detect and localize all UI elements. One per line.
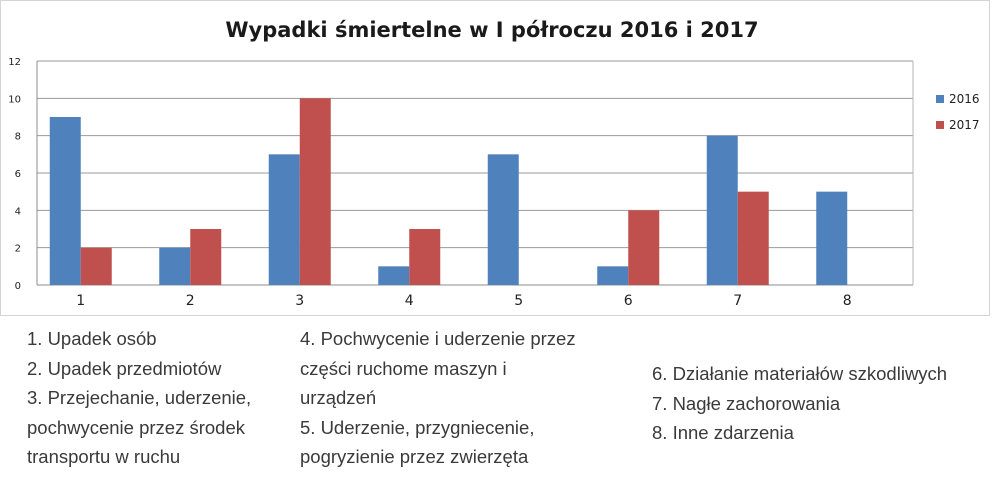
y-tick-label: 10 [8, 94, 21, 105]
x-tick-label: 1 [76, 293, 85, 309]
bar-2016-4 [378, 266, 410, 285]
x-tick-label: 7 [733, 293, 742, 309]
x-tick-label: 3 [295, 293, 304, 309]
x-tick-label: 2 [186, 293, 195, 309]
note-line: części ruchome maszyn i [300, 357, 507, 379]
bar-2017-4 [409, 229, 441, 285]
notes-column-2: 4. Pochwycenie i uderzenie przez części … [300, 324, 576, 472]
y-tick-label: 0 [15, 281, 21, 292]
note-line: pochwycenie przez środek [27, 416, 245, 438]
bar-2016-2 [159, 247, 191, 285]
y-tick-label: 6 [15, 169, 21, 180]
y-tick-label: 8 [15, 132, 21, 143]
x-tick-label: 6 [624, 293, 633, 309]
legend-swatch-2017 [936, 121, 944, 129]
legend-label-2017: 2017 [949, 118, 980, 132]
y-axis-ticks: 0 2 4 6 8 10 12 [8, 57, 21, 292]
legend: 2016 2017 [936, 92, 980, 132]
bar-2016-5 [487, 154, 519, 285]
bar-2016-8 [816, 191, 848, 285]
legend-label-2016: 2016 [949, 92, 980, 106]
notes-column-3: 6. Działanie materiałów szkodliwych 7. N… [652, 359, 947, 448]
bar-2016-7 [706, 135, 738, 285]
note-line: 3. Przejechanie, uderzenie, [27, 387, 252, 408]
y-tick-label: 2 [15, 244, 21, 255]
note-line: 2. Upadek przedmiotów [27, 357, 222, 379]
bar-2016-1 [49, 117, 81, 285]
note-line: pogryzienie przez zwierzęta [300, 446, 529, 467]
bar-2017-7 [737, 191, 769, 285]
chart-title: Wypadki śmiertelne w I półroczu 2016 i 2… [225, 18, 758, 42]
legend-swatch-2016 [936, 95, 944, 103]
x-tick-label: 8 [843, 293, 852, 309]
chart-area: Wypadki śmiertelne w I półroczu 2016 i 2… [0, 0, 990, 316]
note-line: 8. Inne zdarzenia [652, 422, 794, 443]
y-tick-label: 4 [15, 206, 21, 217]
x-tick-label: 4 [405, 293, 414, 309]
y-tick-label: 12 [8, 57, 21, 68]
note-line: transportu w ruchu [27, 446, 181, 467]
bars [49, 98, 848, 285]
bar-chart: Wypadki śmiertelne w I półroczu 2016 i 2… [8, 18, 980, 309]
x-tick-label: 5 [514, 293, 523, 309]
bar-2017-6 [628, 210, 660, 285]
notes-column-1: 1. Upadek osób 2. Upadek przedmiotów 3. … [27, 324, 251, 472]
bar-2017-2 [190, 229, 222, 285]
bar-2016-3 [268, 154, 300, 285]
x-axis-ticks: 1 2 3 4 5 6 7 8 [76, 293, 851, 309]
note-line: 6. Działanie materiałów szkodliwych [652, 363, 948, 384]
bar-2017-1 [80, 247, 112, 285]
bar-2016-6 [597, 266, 629, 285]
bar-2017-3 [299, 98, 331, 285]
note-line: urządzeń [300, 387, 377, 408]
note-line: 4. Pochwycenie i uderzenie przez [300, 328, 576, 349]
note-line: 7. Nagłe zachorowania [652, 392, 841, 414]
note-line: 1. Upadek osób [27, 328, 157, 349]
note-line: 5. Uderzenie, przygniecenie, [300, 416, 535, 438]
